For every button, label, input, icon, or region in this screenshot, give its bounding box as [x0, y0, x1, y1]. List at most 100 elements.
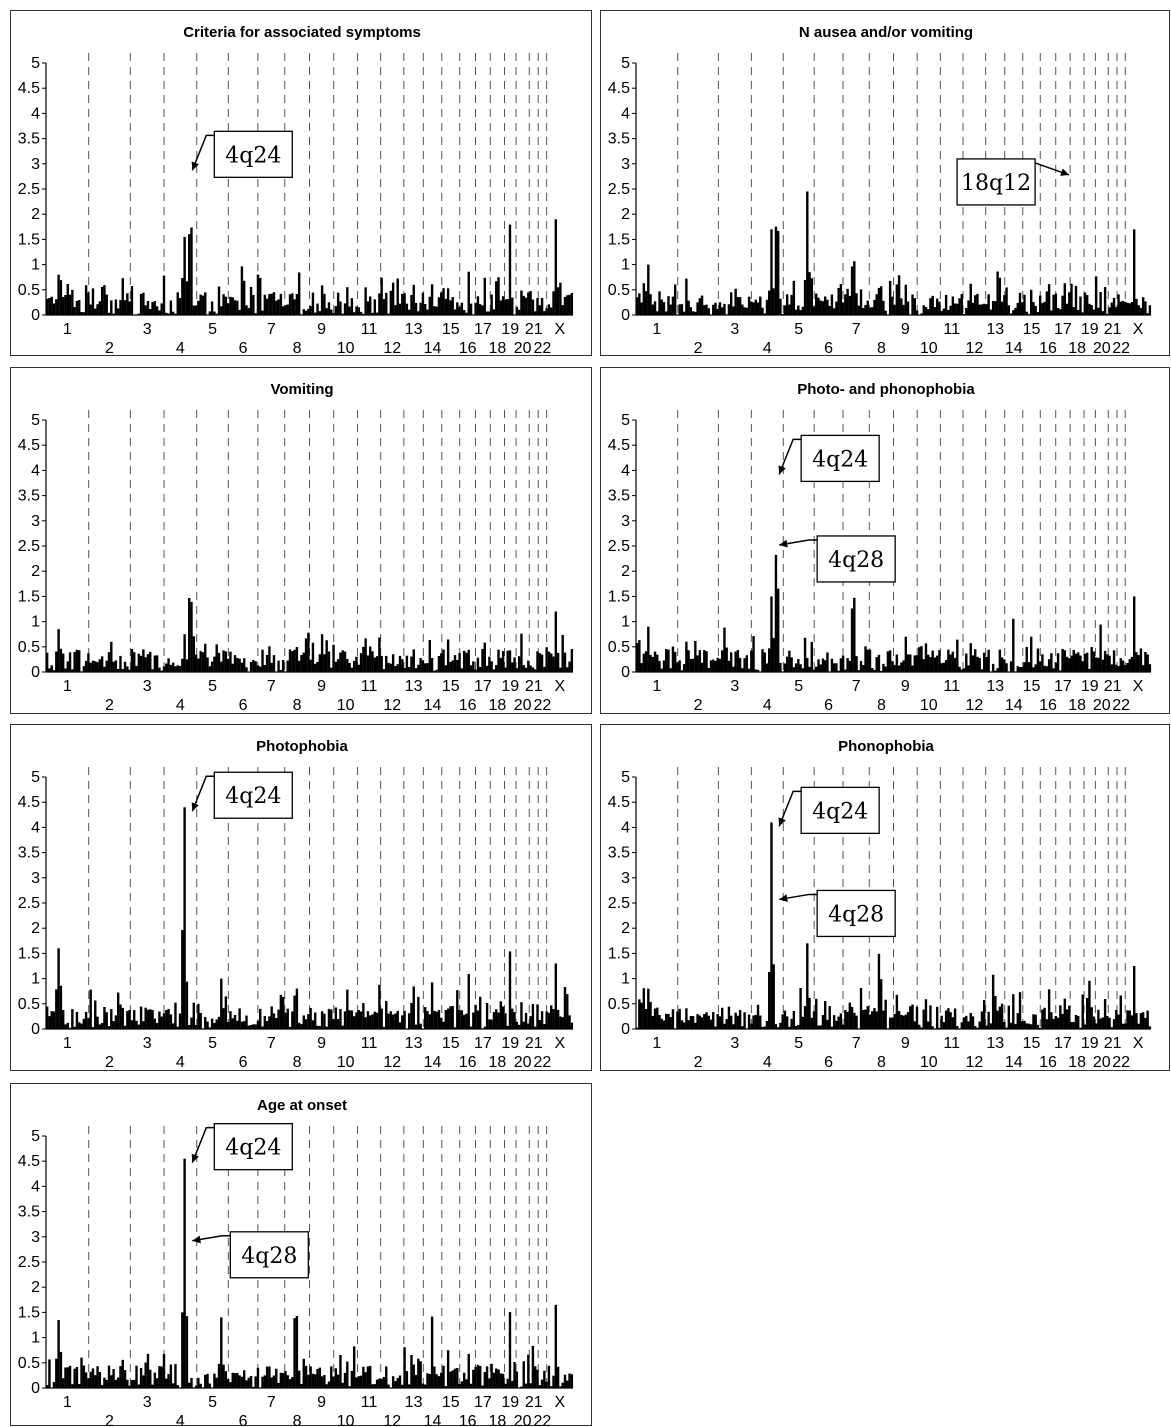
lod-bar: [913, 298, 916, 315]
lod-bar: [346, 1361, 349, 1388]
lod-bar: [123, 1370, 127, 1388]
lod-bar: [956, 1026, 959, 1029]
lod-bar: [341, 1382, 344, 1388]
lod-bar: [84, 1011, 88, 1029]
lod-bar: [779, 298, 782, 315]
lod-profile: [45, 219, 574, 315]
lod-bar: [705, 651, 708, 672]
lod-profile: [635, 191, 1152, 315]
lod-bar: [1130, 1015, 1134, 1029]
lod-bar: [488, 1019, 491, 1029]
lod-bar: [275, 300, 278, 315]
lod-bar: [1092, 1016, 1096, 1029]
chromosome-label: 3: [730, 321, 739, 338]
lod-bar: [953, 303, 957, 315]
lod-bar: [1139, 1013, 1143, 1029]
lod-bar: [137, 313, 140, 315]
lod-bar: [792, 667, 796, 672]
lod-bar: [465, 312, 468, 315]
lod-bar: [911, 294, 914, 315]
y-tick-label: 0: [621, 664, 630, 681]
lod-bar: [410, 295, 413, 315]
lod-bar: [810, 1017, 813, 1029]
lod-bar: [732, 306, 735, 315]
y-tick-label: 4: [621, 462, 630, 479]
lod-bar: [940, 663, 943, 672]
lod-bar: [380, 1008, 383, 1029]
lod-bar: [419, 302, 422, 315]
lod-bar: [1110, 664, 1114, 672]
lod-bar: [50, 665, 53, 672]
lod-bar: [918, 647, 921, 672]
y-tick-label: 1: [621, 257, 630, 274]
lod-bar: [428, 640, 431, 672]
chromosome-label: 11: [361, 678, 378, 695]
lod-bar: [206, 657, 209, 672]
lod-bar: [256, 1367, 260, 1388]
lod-bar: [1094, 1023, 1098, 1029]
chromosome-label: 22: [534, 1413, 552, 1427]
y-tick-label: 1: [621, 971, 630, 988]
lod-bar: [944, 660, 948, 672]
lod-bar: [709, 660, 713, 672]
lod-bar: [1074, 1014, 1078, 1029]
lod-bar: [962, 668, 966, 672]
lod-bar: [944, 1010, 948, 1029]
lod-bar: [779, 1022, 782, 1029]
lod-bar: [318, 1026, 322, 1029]
lod-bar: [1119, 301, 1122, 315]
lod-bar: [240, 1021, 244, 1029]
chromosome-label: 15: [1023, 678, 1041, 695]
lod-bar: [848, 1002, 852, 1029]
lod-bar: [536, 1004, 539, 1029]
chart-title: Vomiting: [270, 381, 333, 398]
lod-bar: [419, 658, 422, 672]
lod-bar: [703, 305, 706, 315]
lod-bar: [336, 659, 340, 672]
lod-bar: [229, 1382, 232, 1388]
chromosome-label: 3: [730, 678, 739, 695]
lod-bar: [199, 294, 202, 315]
lod-bar: [1027, 1023, 1031, 1029]
lod-bar: [680, 1020, 684, 1029]
lod-bar: [563, 652, 567, 672]
lod-profile: [45, 598, 574, 672]
chromosome-label: X: [554, 1394, 565, 1411]
chromosome-label: 15: [442, 678, 460, 695]
lod-bar: [160, 1016, 163, 1029]
lod-bar: [524, 667, 528, 672]
lod-bar: [197, 300, 200, 315]
lod-bar: [515, 668, 519, 672]
lod-bar: [442, 288, 445, 315]
lod-bar: [1135, 652, 1138, 672]
lod-bar: [375, 1379, 379, 1388]
lod-bar: [1106, 1015, 1109, 1029]
lod-bar: [261, 649, 264, 672]
lod-bar: [430, 982, 434, 1029]
lod-bar: [1032, 667, 1035, 672]
chromosome-label: 6: [824, 1054, 833, 1071]
callout-arrow: [778, 790, 802, 827]
lod-bar: [998, 277, 1002, 315]
lod-bar: [504, 667, 507, 672]
lod-bar: [1128, 303, 1131, 315]
lod-bar: [474, 669, 477, 672]
lod-bar: [1097, 657, 1100, 672]
chromosome-label: 21: [525, 1394, 543, 1411]
lod-bar: [119, 655, 122, 672]
lod-bar: [135, 1020, 138, 1029]
chromosome-label: 16: [459, 340, 477, 357]
lod-bar: [488, 311, 491, 315]
lod-bar: [635, 297, 639, 315]
lod-bar: [980, 1011, 984, 1029]
lod-bar: [871, 307, 874, 315]
lod-bar: [222, 1364, 225, 1388]
lod-bar: [527, 660, 530, 672]
lod-bar: [665, 648, 668, 672]
lod-bar: [691, 311, 695, 315]
chromosome-label: 9: [317, 1394, 326, 1411]
lod-bar: [485, 665, 489, 672]
lod-bar: [538, 1019, 541, 1029]
lod-bar: [242, 658, 246, 672]
lod-bar: [249, 286, 253, 315]
